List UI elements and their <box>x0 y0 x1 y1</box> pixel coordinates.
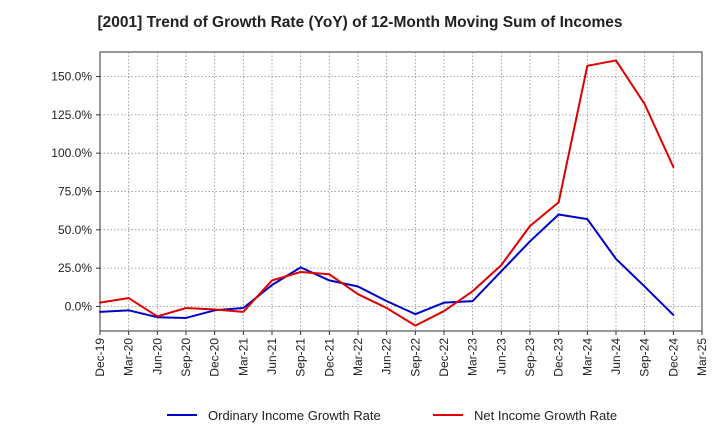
x-tick-label: Sep-22 <box>408 338 422 377</box>
y-tick-label: 50.0% <box>58 223 92 237</box>
x-tick-label: Mar-25 <box>695 338 709 376</box>
plot-area: 0.0% 25.0% 50.0% 75.0% 100.0% 125.0% 150.0% Dec… <box>51 51 709 377</box>
x-tick-label: Dec-23 <box>552 338 566 377</box>
x-tick-label: Dec-22 <box>437 338 451 377</box>
y-tick-label: 100.0% <box>51 146 92 160</box>
x-tick-label: Jun-23 <box>494 338 508 375</box>
y-tick-label: 0.0% <box>65 299 93 313</box>
y-tick-label: 75.0% <box>58 185 92 199</box>
legend-swatch-ordinary-income <box>167 414 197 416</box>
x-tick-label: Sep-24 <box>638 338 652 377</box>
legend-item-ordinary-income: Ordinary Income Growth Rate <box>167 404 381 426</box>
series-line-net-income <box>99 59 675 327</box>
legend-label-net-income: Net Income Growth Rate <box>474 407 618 423</box>
legend: Ordinary Income Growth Rate Net Income G… <box>0 404 720 426</box>
x-tick-label: Jun-20 <box>150 338 164 375</box>
x-tick-label: Sep-21 <box>294 338 308 377</box>
x-tick-label: Dec-24 <box>666 338 680 377</box>
chart-title: [2001] Trend of Growth Rate (YoY) of 12-… <box>97 14 623 31</box>
x-tick-label: Dec-21 <box>322 338 336 377</box>
x-tick-label: Mar-24 <box>580 338 594 376</box>
x-tick-label: Jun-22 <box>380 338 394 375</box>
x-tick-label: Jun-21 <box>265 338 279 375</box>
legend-label-ordinary-income: Ordinary Income Growth Rate <box>208 407 381 423</box>
y-tick-label: 25.0% <box>58 261 92 275</box>
x-tick-label: Mar-22 <box>351 338 365 376</box>
x-tick-label: Dec-19 <box>93 338 107 377</box>
x-tick-label: Jun-24 <box>609 338 623 375</box>
x-tick-label: Dec-20 <box>208 338 222 377</box>
x-tick-label: Mar-20 <box>122 338 136 376</box>
series-line-ordinary-income <box>99 213 675 319</box>
y-tick-label: 125.0% <box>51 108 92 122</box>
y-tick-label: 150.0% <box>51 70 92 84</box>
x-tick-label: Sep-23 <box>523 338 537 377</box>
x-tick-label: Mar-21 <box>236 338 250 376</box>
legend-item-net-income: Net Income Growth Rate <box>433 404 617 426</box>
legend-swatch-net-income <box>433 414 463 416</box>
x-tick-label: Sep-20 <box>179 338 193 377</box>
x-tick-label: Mar-23 <box>466 338 480 376</box>
